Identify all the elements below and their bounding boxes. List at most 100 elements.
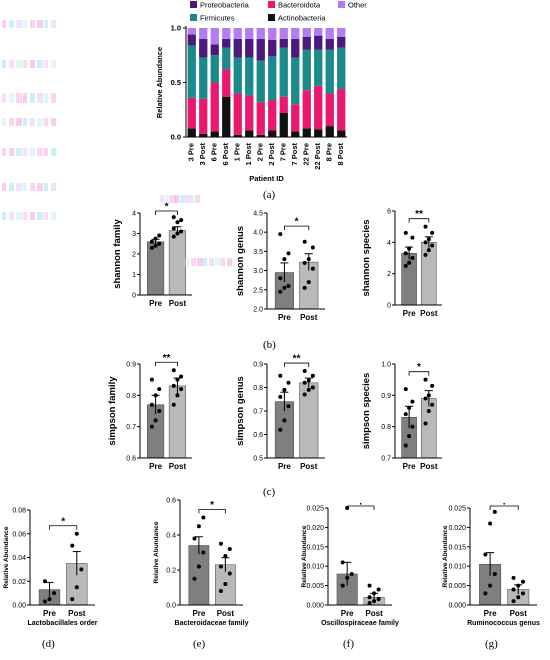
- noise-block: [37, 93, 43, 103]
- stack-segment-bacteroidota: [337, 89, 346, 131]
- stack-segment-proteobacteria: [210, 44, 219, 56]
- data-point: [511, 587, 516, 592]
- y-axis-label: simpson genus: [235, 376, 246, 446]
- stack-segment-proteobacteria: [256, 38, 265, 61]
- data-point: [227, 547, 232, 551]
- panel-label-f: (f): [343, 638, 354, 650]
- data-point: [403, 230, 408, 235]
- noise-block: [180, 195, 185, 203]
- stack-segment-proteobacteria: [222, 38, 231, 48]
- data-point: [410, 399, 415, 404]
- y-tick-label: 0.9: [381, 393, 391, 400]
- stack-segment-firmicutes: [337, 47, 346, 90]
- stack-segment-firmicutes: [279, 47, 288, 97]
- y-axis-label: Relative Abundance: [153, 521, 160, 583]
- data-point: [372, 599, 377, 604]
- y-tick-label: 0.015: [306, 544, 324, 551]
- data-point: [175, 393, 180, 398]
- stack-segment-bacteroidota: [268, 99, 277, 131]
- significance-bracket: [408, 371, 430, 376]
- data-point: [278, 394, 283, 399]
- x-tick-label: Pre: [403, 309, 416, 318]
- x-tick-label: Pre: [43, 609, 56, 618]
- noise-block: [30, 93, 35, 103]
- data-point: [286, 251, 291, 256]
- data-point: [157, 387, 162, 392]
- noise-block: [44, 20, 48, 28]
- stack-segment-bacteroidota: [233, 93, 242, 135]
- y-tick-label: 0.7: [126, 424, 136, 431]
- x-axis-label: Bacteroidaceae family: [175, 620, 249, 627]
- noise-block: [37, 212, 43, 220]
- y-tick-label: 0: [132, 293, 136, 300]
- x-tick-label: 6 Post: [221, 143, 230, 166]
- data-point: [153, 236, 158, 241]
- stack-segment-actinobacteria: [187, 128, 196, 137]
- x-tick-label: 7 Post: [290, 143, 299, 166]
- data-point: [278, 276, 283, 281]
- noise-block: [2, 60, 6, 68]
- stack-segment-actinobacteria: [268, 130, 277, 137]
- data-point: [310, 385, 315, 390]
- bar-chart-shannon-species: Pre Post 0 2 4 6 shannon species **: [361, 209, 442, 318]
- data-point: [430, 230, 435, 235]
- data-point: [403, 412, 408, 417]
- data-point: [306, 257, 311, 262]
- stack-segment-proteobacteria: [337, 36, 346, 48]
- noise-block: [185, 195, 191, 203]
- stack-segment-firmicutes: [199, 57, 208, 99]
- noise-block: [51, 183, 56, 191]
- stack-segment-proteobacteria: [268, 39, 277, 57]
- y-tick-label: 1.0: [381, 362, 391, 369]
- panel-label-a: (a): [263, 189, 276, 201]
- x-tick-label: Pre: [192, 609, 205, 618]
- y-tick-label: 0.8: [126, 393, 136, 400]
- noise-block: [221, 258, 225, 266]
- x-tick-label: Post: [300, 313, 318, 322]
- data-point: [426, 393, 431, 398]
- data-point: [149, 377, 154, 382]
- y-axis-label: Relative Abundance: [442, 525, 449, 587]
- y-tick-label: 0.6: [253, 432, 263, 439]
- stack-segment-other: [210, 28, 219, 45]
- noise-block: [203, 258, 207, 266]
- noise-block: [44, 118, 48, 126]
- noise-block: [44, 93, 48, 103]
- x-tick-label: Pre: [278, 313, 291, 322]
- significance-label: *: [417, 362, 421, 373]
- stack-segment-other: [337, 28, 346, 37]
- stack-segment-proteobacteria: [199, 38, 208, 58]
- stack-segment-other: [279, 28, 288, 39]
- data-point: [218, 589, 223, 593]
- bar-pre: [147, 241, 165, 296]
- y-tick-label: 0.5: [253, 456, 263, 463]
- bar-chart-simpson-species: Pre Post 0.7 0.8 0.9 1.0 simpson species *: [361, 362, 442, 471]
- stack-segment-actinobacteria: [337, 130, 346, 137]
- x-tick-label: 2 Post: [267, 143, 276, 166]
- stack-segment-proteobacteria: [279, 38, 288, 48]
- data-point: [70, 597, 75, 602]
- data-point: [227, 571, 232, 576]
- data-point: [196, 524, 201, 529]
- x-tick-label: Post: [68, 609, 86, 618]
- noise-block: [9, 20, 14, 28]
- y-tick-label: 0.020: [448, 525, 466, 532]
- data-point: [153, 418, 158, 423]
- x-tick-label: Pre: [149, 462, 162, 471]
- data-point: [157, 409, 162, 413]
- noise-block: [197, 258, 203, 266]
- bar-pre: [188, 545, 210, 606]
- noise-block: [37, 60, 43, 68]
- stack-segment-firmicutes: [256, 60, 265, 103]
- noise-block: [51, 93, 56, 103]
- noise-block: [209, 258, 214, 266]
- bar-chart-shannon-genus: Pre Post 2.0 2.5 3.0 3.5 4.0 4.5 shannon genus *: [235, 211, 325, 322]
- data-point: [403, 387, 408, 392]
- data-point: [74, 531, 79, 536]
- data-point: [278, 427, 283, 432]
- panel-label-e: (e): [193, 638, 206, 650]
- x-tick-label: Post: [300, 462, 318, 471]
- y-tick-label: 0.2: [166, 568, 176, 575]
- data-point: [423, 240, 428, 245]
